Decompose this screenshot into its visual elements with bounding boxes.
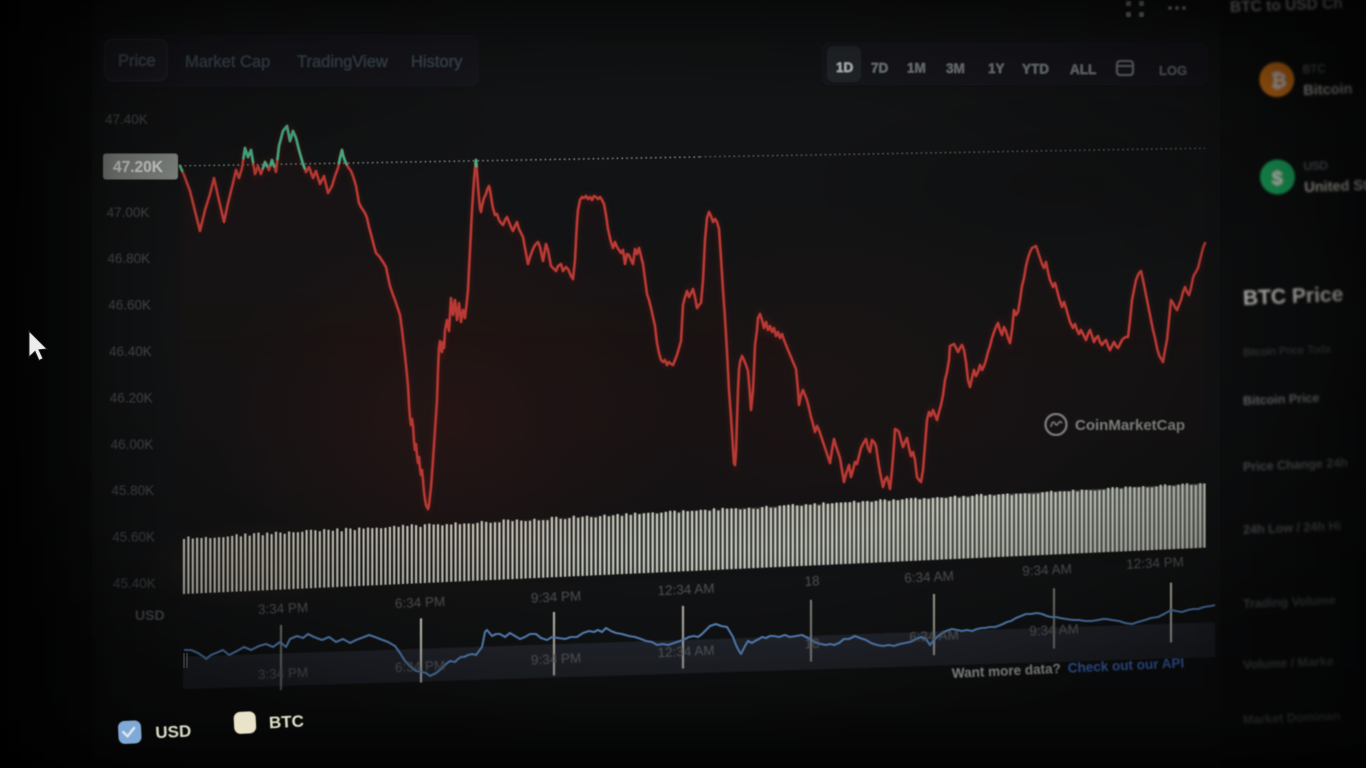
svg-text:6:34 PM: 6:34 PM <box>395 594 446 611</box>
svg-text:1Y: 1Y <box>988 61 1005 76</box>
svg-text:9:34 AM: 9:34 AM <box>1029 621 1079 638</box>
svg-text:9:34 AM: 9:34 AM <box>1022 561 1072 578</box>
svg-text:46.20K: 46.20K <box>110 390 153 405</box>
svg-text:46.60K: 46.60K <box>108 298 151 313</box>
svg-text:USD: USD <box>135 607 165 623</box>
svg-text:LOG: LOG <box>1159 63 1187 78</box>
svg-text:45.40K: 45.40K <box>113 576 156 591</box>
svg-text:45.60K: 45.60K <box>112 530 155 545</box>
svg-text:7D: 7D <box>871 61 889 76</box>
svg-text:Market Cap: Market Cap <box>185 53 270 71</box>
svg-text:3M: 3M <box>946 61 965 76</box>
svg-text:46.80K: 46.80K <box>107 251 150 266</box>
svg-text:6:34 PM: 6:34 PM <box>395 658 446 675</box>
svg-text:3:34 PM: 3:34 PM <box>258 600 309 617</box>
svg-text:47.00K: 47.00K <box>107 205 150 220</box>
svg-text:46.00K: 46.00K <box>111 437 154 452</box>
svg-text:1D: 1D <box>836 60 854 75</box>
svg-text:3:34 PM: 3:34 PM <box>258 665 309 682</box>
svg-text:18: 18 <box>804 573 820 589</box>
svg-text:YTD: YTD <box>1022 62 1049 77</box>
svg-text:Price: Price <box>118 52 156 70</box>
svg-text:47.20K: 47.20K <box>113 159 164 176</box>
svg-text:9:34 PM: 9:34 PM <box>531 588 582 605</box>
svg-text:6:34 AM: 6:34 AM <box>904 568 954 585</box>
svg-text:ALL: ALL <box>1070 62 1096 77</box>
svg-text:9:34 PM: 9:34 PM <box>531 650 582 667</box>
svg-text:History: History <box>411 53 463 71</box>
svg-text:United St: United St <box>1304 178 1366 196</box>
svg-text:12:34 AM: 12:34 AM <box>657 581 715 598</box>
svg-text:USD: USD <box>1303 160 1328 173</box>
svg-text:18: 18 <box>804 636 820 652</box>
svg-text:46.40K: 46.40K <box>109 344 152 359</box>
svg-text:$: $ <box>1272 169 1283 190</box>
svg-text:6:34 AM: 6:34 AM <box>909 627 959 644</box>
svg-text:Bitcoin: Bitcoin <box>1303 81 1353 99</box>
svg-text:12:34 AM: 12:34 AM <box>657 643 715 660</box>
svg-text:₿: ₿ <box>1271 71 1286 92</box>
svg-text:TradingView: TradingView <box>297 53 388 71</box>
svg-text:12:34 PM: 12:34 PM <box>1126 554 1184 572</box>
svg-text:BTC Price: BTC Price <box>1242 283 1343 310</box>
svg-text:1M: 1M <box>907 61 926 76</box>
svg-text:45.80K: 45.80K <box>111 483 154 498</box>
svg-text:BTC: BTC <box>1302 63 1325 76</box>
svg-text:CoinMarketCap: CoinMarketCap <box>1075 417 1185 434</box>
svg-text:47.40K: 47.40K <box>105 112 148 127</box>
